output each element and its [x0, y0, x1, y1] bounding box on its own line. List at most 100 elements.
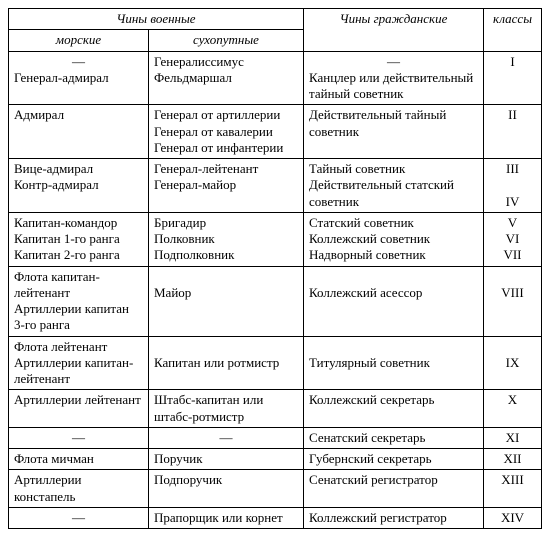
cell-naval: —: [9, 427, 149, 448]
table-body: —Генерал-адмиралГенералиссимусФельдмарша…: [9, 51, 542, 529]
cell-land: Поручик: [149, 449, 304, 470]
cell-civil-line: Статский советник: [309, 215, 478, 231]
cell-naval-line: —: [14, 510, 143, 526]
cell-naval: Артиллерии констапель: [9, 470, 149, 508]
cell-land: БригадирПолковникПодполковник: [149, 212, 304, 266]
cell-civil: Губернский секретарь: [304, 449, 484, 470]
cell-land-line: Генералиссимус: [154, 54, 298, 70]
cell-land-line: Капитан или ротмистр: [154, 355, 298, 371]
cell-land-line: Штабс-капитан или штабс-ротмистр: [154, 392, 298, 425]
cell-class: XIV: [484, 507, 542, 528]
cell-naval-line: —: [14, 430, 143, 446]
table-row: Вице-адмиралКонтр-адмирал Генерал-лейтена…: [9, 159, 542, 213]
cell-naval-line: Генерал-адмирал: [14, 70, 143, 86]
cell-civil: Титулярный советник: [304, 336, 484, 390]
class-value: XIV: [489, 510, 536, 526]
cell-naval: Капитан-командорКапитан 1-го рангаКапита…: [9, 212, 149, 266]
cell-land: Капитан или ротмистр: [149, 336, 304, 390]
cell-civil: Действительный тайный советник: [304, 105, 484, 159]
cell-civil-line: Коллежский советник: [309, 231, 478, 247]
cell-land-line: Фельдмаршал: [154, 70, 298, 86]
cell-class: IX: [484, 336, 542, 390]
cell-naval: Вице-адмиралКонтр-адмирал: [9, 159, 149, 213]
cell-civil-line: Губернский секретарь: [309, 451, 478, 467]
cell-land-line: Подполковник: [154, 247, 298, 263]
cell-land-line: Генерал-майор: [154, 177, 298, 193]
cell-naval: Артиллерии лейтенант: [9, 390, 149, 428]
cell-class: X: [484, 390, 542, 428]
cell-land: Подпоручик: [149, 470, 304, 508]
cell-naval-line: Артиллерии капитан-лейтенант: [14, 355, 143, 388]
cell-civil: Тайный советникДействительный статский с…: [304, 159, 484, 213]
table-row: Адмирал Генерал от артиллерииГенерал от к…: [9, 105, 542, 159]
cell-naval-line: Артиллерии лейтенант: [14, 392, 143, 408]
cell-naval-line: Контр-адмирал: [14, 177, 143, 193]
cell-class: VIII: [484, 266, 542, 336]
table-row: —Генерал-адмирал ГенералиссимусФельдмарша…: [9, 51, 542, 105]
cell-land-line: Полковник: [154, 231, 298, 247]
class-value: IV: [489, 194, 536, 210]
cell-land-line: Генерал-лейтенант: [154, 161, 298, 177]
cell-land-line: Генерал от инфантерии: [154, 140, 298, 156]
cell-civil: Коллежский асессор: [304, 266, 484, 336]
cell-naval: Флота капитан-лейтенантАртиллерии капита…: [9, 266, 149, 336]
cell-naval-line: Капитан 1-го ранга: [14, 231, 143, 247]
cell-civil-line: Действительный статский советник: [309, 177, 478, 210]
cell-class: VVIVII: [484, 212, 542, 266]
cell-civil-line: Канцлер или действительный тайный советн…: [309, 70, 478, 103]
table-row: Капитан-командорКапитан 1-го рангаКапита…: [9, 212, 542, 266]
cell-civil-line: Сенатский секретарь: [309, 430, 478, 446]
cell-naval-line: Флота мичман: [14, 451, 143, 467]
class-value: VI: [489, 231, 536, 247]
cell-naval-line: Артиллерии констапель: [14, 472, 143, 505]
cell-land-line: Подпоручик: [154, 472, 298, 488]
cell-land-line: Прапорщик или корнет: [154, 510, 298, 526]
cell-civil-line: Надворный советник: [309, 247, 478, 263]
cell-civil-line: [309, 269, 478, 285]
cell-civil-line: [309, 339, 478, 355]
cell-civil: Коллежский секретарь: [304, 390, 484, 428]
cell-civil-line: Титулярный советник: [309, 355, 478, 371]
cell-land: ГенералиссимусФельдмаршал: [149, 51, 304, 105]
cell-class: III IV: [484, 159, 542, 213]
cell-naval-line: Капитан 2-го ранга: [14, 247, 143, 263]
class-value: XII: [489, 451, 536, 467]
header-civil: Чины гражданские: [304, 9, 484, 52]
class-value: IX: [489, 355, 536, 371]
cell-class: XI: [484, 427, 542, 448]
class-value: [489, 269, 536, 285]
table-row: —Прапорщик или корнетКоллежский регистра…: [9, 507, 542, 528]
cell-civil-line: Тайный советник: [309, 161, 478, 177]
table-row: Флота лейтенантАртиллерии капитан-лейтен…: [9, 336, 542, 390]
cell-land-line: Поручик: [154, 451, 298, 467]
cell-land-line: Генерал от кавалерии: [154, 124, 298, 140]
cell-naval-line: Флота капитан-лейтенант: [14, 269, 143, 302]
cell-civil-line: Действительный тайный советник: [309, 107, 478, 140]
cell-naval-line: Адмирал: [14, 107, 143, 123]
class-value: I: [489, 54, 536, 70]
cell-civil-line: Коллежский асессор: [309, 285, 478, 301]
cell-naval-line: —: [14, 54, 143, 70]
cell-land: Майор: [149, 266, 304, 336]
cell-naval-line: Капитан-командор: [14, 215, 143, 231]
class-value: X: [489, 392, 536, 408]
cell-land-line: —: [154, 430, 298, 446]
cell-class: XII: [484, 449, 542, 470]
cell-naval: Адмирал: [9, 105, 149, 159]
ranks-table: Чины военные Чины гражданские классы мор…: [8, 8, 542, 529]
cell-land: Генерал от артиллерииГенерал от кавалери…: [149, 105, 304, 159]
cell-civil-line: Коллежский секретарь: [309, 392, 478, 408]
class-value: III: [489, 161, 536, 177]
cell-class: II: [484, 105, 542, 159]
class-value: [489, 177, 536, 193]
class-value: V: [489, 215, 536, 231]
header-land: сухопутные: [149, 30, 304, 51]
cell-civil: Сенатский регистратор: [304, 470, 484, 508]
class-value: XIII: [489, 472, 536, 488]
cell-land: Прапорщик или корнет: [149, 507, 304, 528]
cell-civil: —Канцлер или действительный тайный совет…: [304, 51, 484, 105]
class-value: [489, 339, 536, 355]
header-military: Чины военные: [9, 9, 304, 30]
cell-land-line: [154, 269, 298, 285]
header-naval: морские: [9, 30, 149, 51]
